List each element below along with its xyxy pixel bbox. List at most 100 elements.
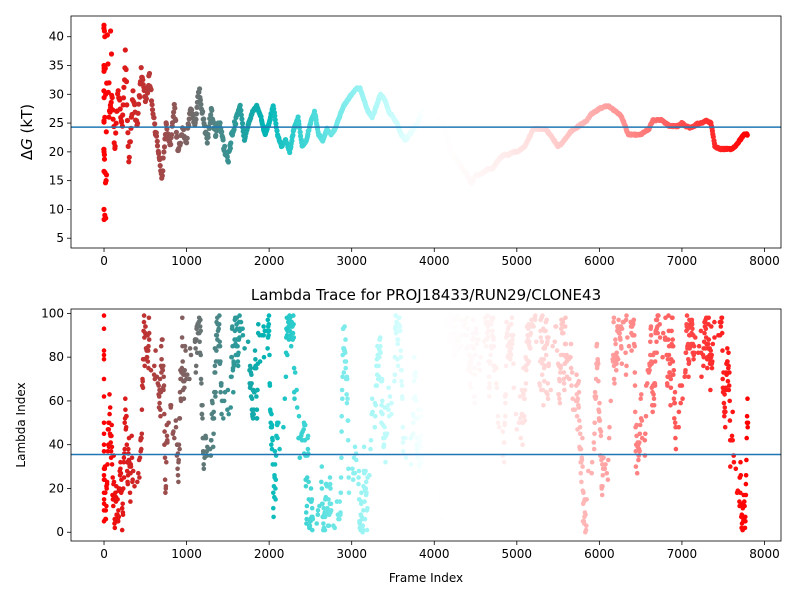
- lambda-point: [146, 330, 152, 336]
- delta-g-point: [101, 156, 108, 162]
- lambda-point: [417, 440, 423, 445]
- lambda-point: [160, 368, 166, 373]
- lambda-point: [292, 396, 297, 402]
- lambda-point: [613, 337, 618, 342]
- delta-g-axes-frame: [70, 15, 782, 249]
- lambda-point: [395, 363, 401, 369]
- lambda-point: [721, 400, 727, 406]
- lambda-point: [363, 468, 368, 474]
- lambda-point: [513, 411, 519, 417]
- lambda-point: [561, 370, 567, 375]
- lambda-point: [632, 333, 637, 338]
- lambda-point: [611, 319, 616, 325]
- lambda-point: [145, 359, 151, 364]
- lambda-point: [495, 420, 501, 426]
- lambda-point: [322, 527, 328, 533]
- lambda-point: [356, 468, 362, 474]
- lambda-point: [623, 372, 629, 378]
- lambda-point: [569, 370, 575, 375]
- lambda-point: [691, 357, 696, 362]
- lambda-point: [742, 503, 747, 509]
- lambda-point: [288, 343, 294, 349]
- delta-g-point: [106, 114, 112, 120]
- lambda-point: [607, 424, 612, 430]
- lambda-point: [584, 523, 589, 528]
- delta-g-point: [154, 143, 161, 149]
- lambda-point: [346, 490, 352, 496]
- lambda-point: [729, 433, 735, 439]
- x-tick-label: 8000: [749, 254, 780, 268]
- lambda-point: [378, 343, 383, 349]
- delta-g-point: [109, 95, 115, 101]
- lambda-point: [574, 372, 579, 378]
- lambda-point: [135, 479, 140, 485]
- lambda-point: [129, 433, 134, 439]
- delta-g-point: [177, 140, 184, 146]
- delta-g-point: [153, 133, 160, 139]
- delta-g-point: [137, 94, 143, 100]
- delta-g-point: [123, 79, 130, 85]
- lambda-point: [509, 315, 515, 321]
- lambda-point: [156, 394, 162, 399]
- lambda-point: [273, 497, 278, 502]
- lambda-point: [254, 407, 260, 413]
- lambda-point: [180, 315, 185, 321]
- lambda-point: [108, 449, 114, 454]
- y-tick-label: 40: [49, 438, 64, 452]
- lambda-point: [698, 328, 704, 334]
- lambda-point: [319, 486, 325, 491]
- lambda-point: [261, 354, 267, 360]
- lambda-point: [696, 343, 702, 349]
- lambda-point: [157, 400, 162, 406]
- lambda-point: [651, 392, 656, 397]
- delta-g-point: [126, 154, 132, 160]
- delta-g-point: [204, 140, 210, 146]
- lambda-point: [269, 411, 274, 417]
- delta-g-point: [233, 121, 239, 127]
- lambda-point: [726, 363, 731, 369]
- lambda-point: [744, 413, 750, 419]
- lambda-point: [136, 470, 141, 476]
- lambda-point: [339, 413, 345, 419]
- lambda-point: [120, 512, 126, 517]
- lambda-point: [321, 521, 326, 526]
- delta-g-point: [184, 140, 190, 146]
- lambda-point: [304, 475, 310, 480]
- lambda-point: [623, 350, 628, 356]
- lambda-point: [101, 449, 107, 454]
- lambda-point: [643, 431, 648, 437]
- delta-g-point: [163, 121, 169, 127]
- delta-g-point: [117, 97, 123, 103]
- delta-g-point: [744, 132, 750, 138]
- lambda-point: [722, 424, 728, 430]
- lambda-point: [104, 503, 109, 509]
- lambda-point: [626, 343, 632, 349]
- lambda-point: [140, 378, 145, 384]
- lambda-point: [521, 413, 527, 419]
- lambda-point: [738, 490, 743, 496]
- lambda-point: [249, 381, 254, 386]
- lambda-point: [168, 403, 174, 408]
- lambda-point: [648, 324, 654, 329]
- lambda-point: [709, 352, 714, 358]
- delta-g-point: [120, 95, 127, 101]
- delta-g-point: [105, 61, 111, 67]
- lambda-point: [292, 370, 298, 375]
- lambda-point: [569, 383, 574, 388]
- lambda-point: [345, 418, 351, 423]
- lambda-point: [101, 394, 107, 399]
- lambda-point: [599, 492, 605, 498]
- lambda-x-axis-label: Frame Index: [389, 571, 463, 585]
- lambda-point: [437, 462, 443, 467]
- lambda-point: [563, 315, 568, 321]
- lambda-point: [471, 346, 477, 351]
- lambda-point: [543, 363, 548, 369]
- lambda-point: [630, 322, 636, 327]
- delta-g-point: [101, 28, 107, 34]
- lambda-point: [614, 368, 619, 373]
- lambda-point: [611, 315, 617, 321]
- lambda-point: [368, 438, 374, 443]
- lambda-point: [261, 333, 267, 338]
- lambda-point: [160, 337, 165, 342]
- lambda-point: [508, 346, 514, 351]
